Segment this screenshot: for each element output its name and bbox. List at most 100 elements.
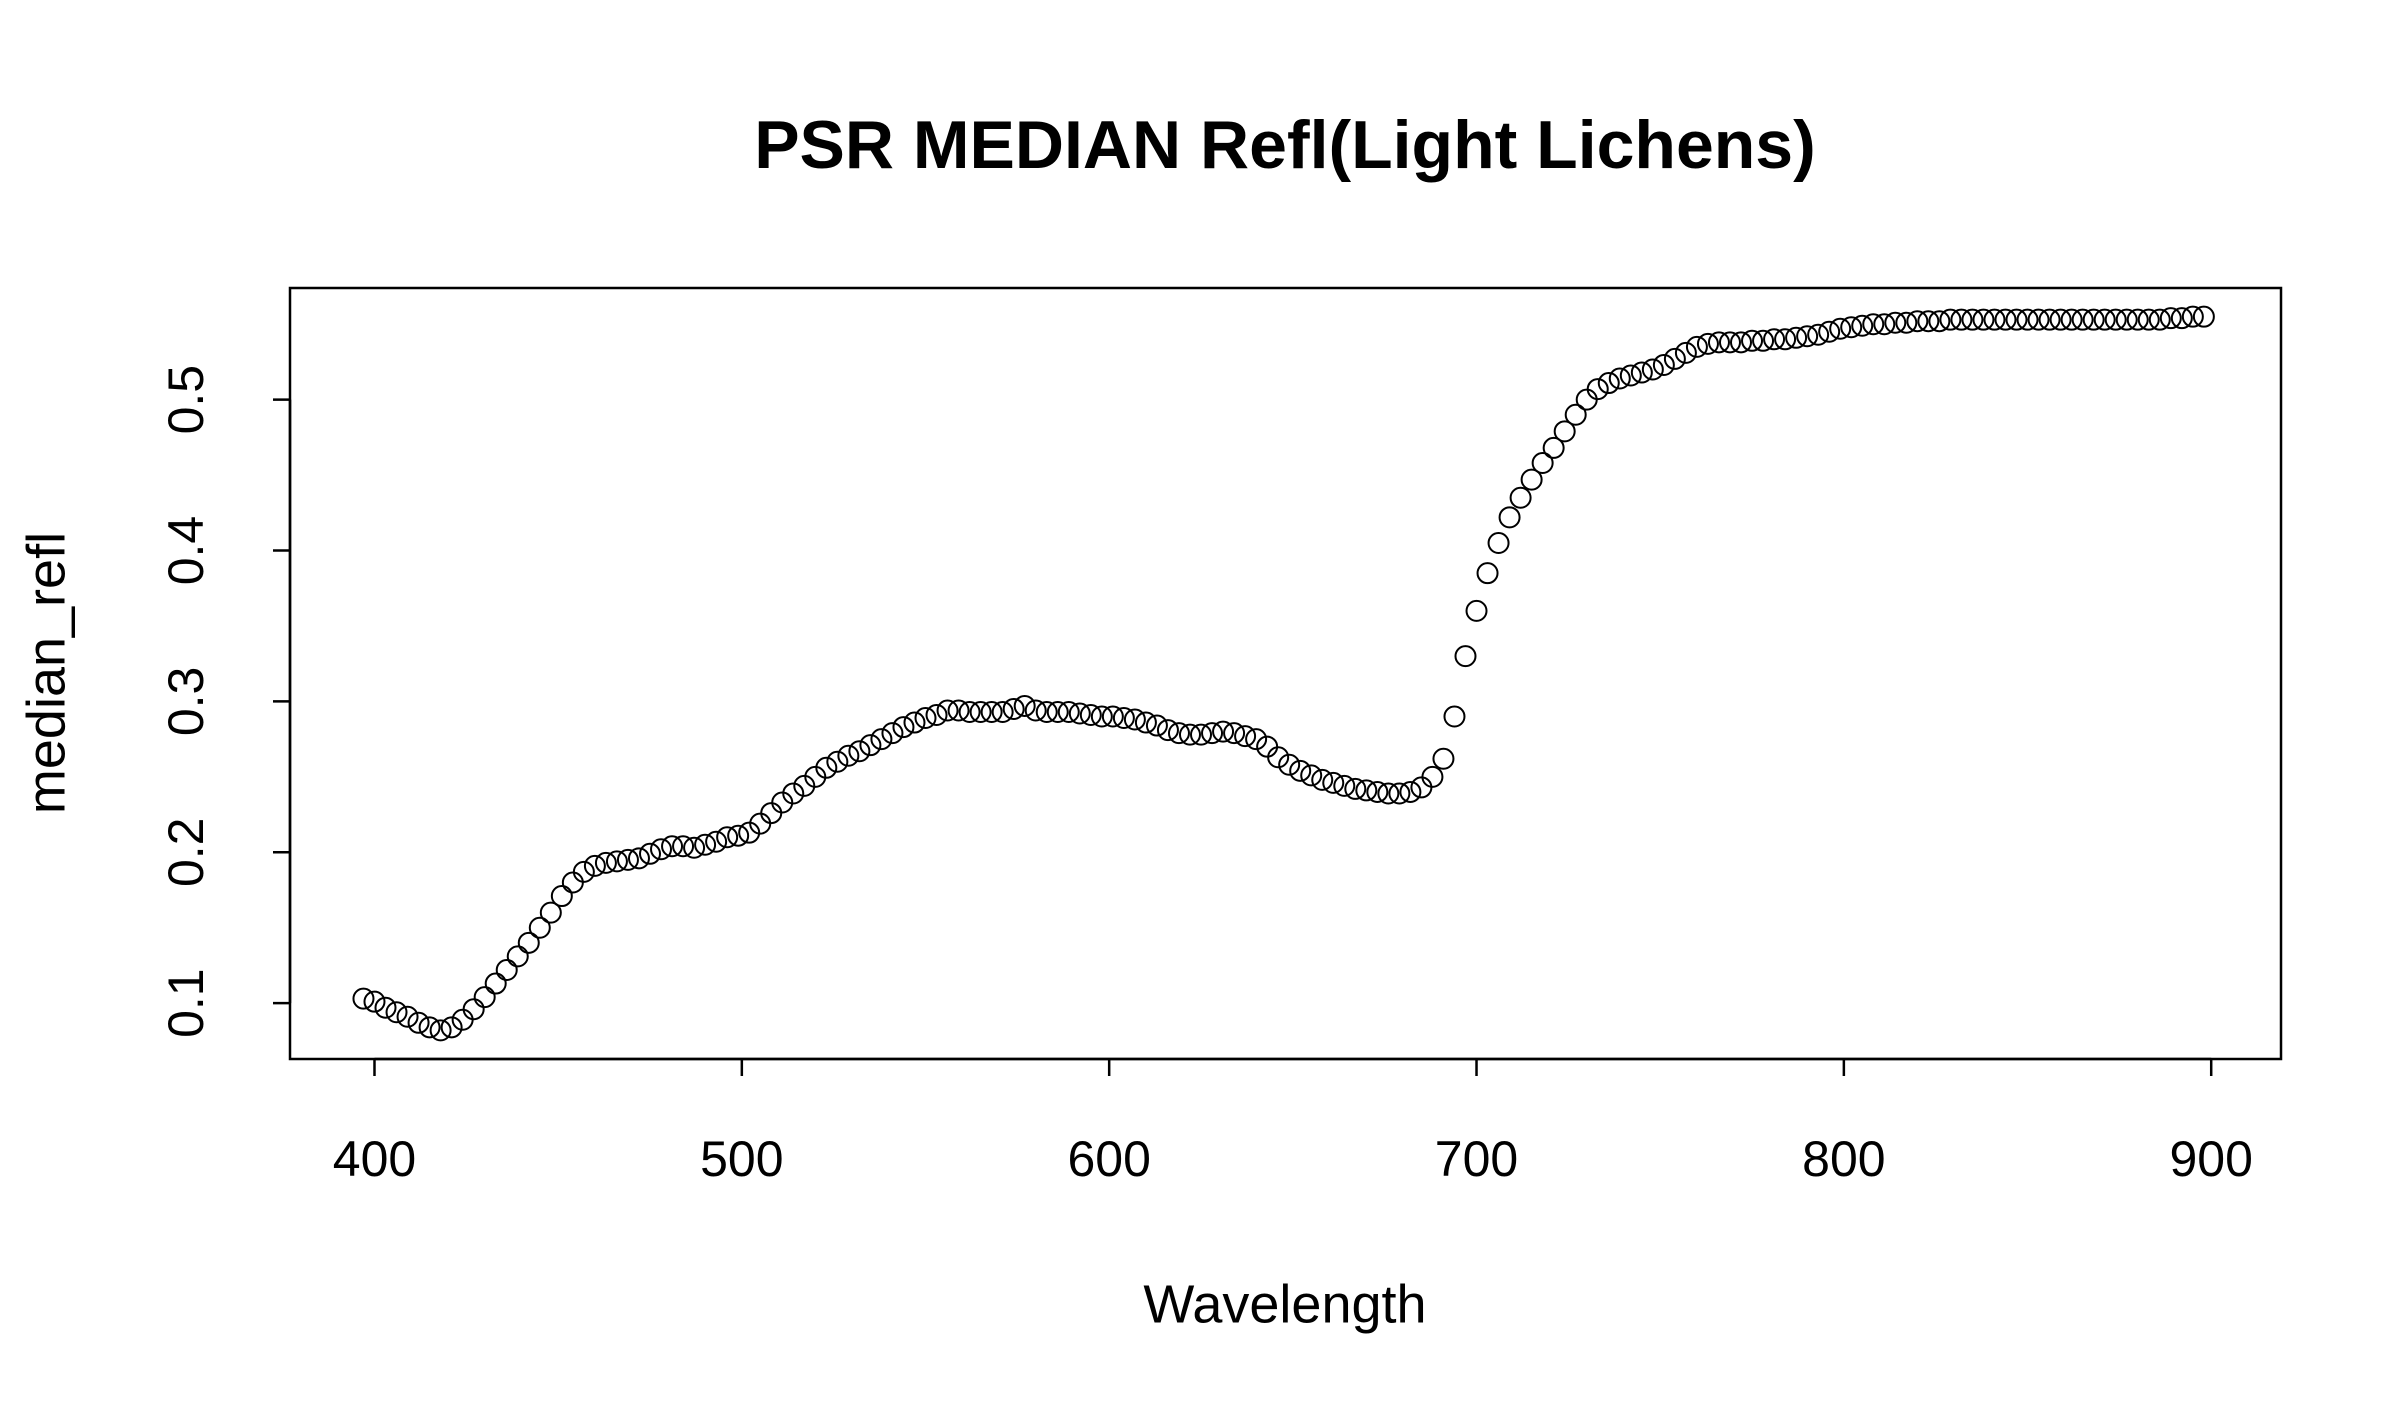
point [473,986,496,1009]
point [1256,735,1279,758]
point [561,871,584,894]
point [903,711,926,734]
point [1774,328,1797,351]
x-tick-label: 700 [1435,1131,1518,1187]
point [1212,720,1235,743]
point [407,1011,430,1034]
point [1906,310,1929,333]
point [451,1008,474,1031]
point [661,835,684,858]
point [1586,378,1609,401]
point [1674,341,1697,364]
point [1597,372,1620,395]
point [1564,403,1587,426]
point [1718,331,1741,354]
point [2159,307,2182,330]
point [1465,599,1488,622]
point [1851,314,1874,337]
point [1377,782,1400,805]
plot-frame [288,286,2283,1061]
point [1024,699,1047,722]
point [1796,325,1819,348]
point [2060,308,2083,331]
point [859,734,882,757]
point [2093,308,2116,331]
point [1862,313,1885,336]
point [1730,331,1753,354]
point [1366,780,1389,803]
x-tick-label: 400 [333,1131,416,1187]
point [727,824,750,847]
point [1487,531,1510,554]
point [1829,317,1852,340]
point [1234,725,1257,748]
point [1696,332,1719,355]
point [605,850,628,873]
point [2005,308,2028,331]
point [650,838,673,861]
point [1421,765,1444,788]
point [1057,700,1080,723]
point [1553,420,1576,443]
point [583,854,606,877]
point [947,699,970,722]
point [1630,361,1653,384]
y-tick-label: 0.2 [158,818,214,888]
point [1454,645,1477,668]
point [1619,364,1642,387]
point [870,728,893,751]
point [2016,308,2039,331]
point [1950,308,1973,331]
point [1156,719,1179,742]
point [385,1001,408,1024]
point [1641,358,1664,381]
point [1322,771,1345,794]
y-tick-label: 0.3 [158,667,214,737]
point [705,830,728,853]
point [881,722,904,745]
y-tick-label: 0.1 [158,968,214,1038]
point [429,1019,452,1042]
x-tick-label: 900 [2169,1131,2252,1187]
point [1333,774,1356,797]
point [1818,320,1841,343]
point [539,901,562,924]
point [1410,776,1433,799]
point [2192,305,2215,328]
point [2115,308,2138,331]
point [1278,753,1301,776]
point [2038,308,2061,331]
point [1575,388,1598,411]
point [837,744,860,767]
point [1002,697,1025,720]
x-tick-label: 800 [1802,1131,1885,1187]
point [1939,308,1962,331]
point [1542,436,1565,459]
chart-title: PSR MEDIAN Refl(Light Lichens) [754,107,1816,183]
point [1344,777,1367,800]
point [1245,728,1268,751]
point [495,958,518,981]
point [1178,723,1201,746]
point [826,750,849,773]
point [848,740,871,763]
point [1090,705,1113,728]
point [2104,308,2127,331]
y-axis-title: median_refl [16,532,76,814]
point [892,716,915,739]
point [1873,313,1896,336]
point [616,848,639,871]
y-tick-label: 0.5 [158,365,214,435]
x-axis-title: Wavelength [1143,1274,1426,1334]
point [1663,347,1686,370]
point [1498,506,1521,529]
point [363,990,386,1013]
point [1190,723,1213,746]
point [1961,308,1984,331]
y-tick-label: 0.4 [158,516,214,586]
point [1509,486,1532,509]
point [2082,308,2105,331]
point [1388,782,1411,805]
